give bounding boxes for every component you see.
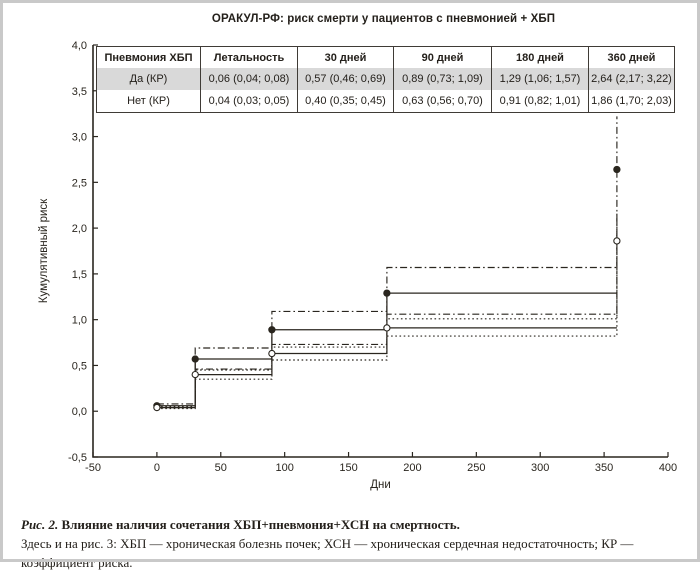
table-header-cell: 90 дней: [393, 46, 492, 68]
table-row: Нет (КР) 0,04 (0,03; 0,05) 0,40 (0,35; 0,4…: [96, 90, 675, 113]
x-tick-label: 50: [215, 462, 227, 474]
table-row: Да (КР) 0,06 (0,04; 0,08) 0,57 (0,46; 0,69…: [96, 68, 675, 90]
series-da-ci-upper-line: [156, 116, 618, 405]
table-row-label: Нет (КР): [96, 90, 201, 113]
caption-line-1: Рис. 2. Влияние наличия сочетания ХБП+пн…: [21, 515, 689, 534]
x-tick-label: 150: [339, 462, 357, 474]
x-tick-label: 200: [403, 462, 421, 474]
table-cell: 0,91 (0,82; 1,01): [491, 90, 589, 113]
caption-figure-label: Рис. 2.: [21, 517, 59, 532]
y-tick-label: 2,0: [72, 223, 87, 235]
caption-note: Здесь и на рис. 3: ХБП — хроническая бол…: [21, 536, 634, 570]
y-tick-label: 2,5: [72, 177, 87, 189]
figure-caption: Рис. 2. Влияние наличия сочетания ХБП+пн…: [21, 515, 689, 572]
caption-title: Влияние наличия сочетания ХБП+пневмония+…: [58, 517, 460, 532]
x-axis-label: Дни: [370, 479, 391, 491]
table-cell: 0,89 (0,73; 1,09): [393, 68, 492, 90]
series-net-marker: [383, 324, 391, 332]
y-tick-label: 3,5: [72, 86, 87, 98]
y-tick-label: 1,5: [72, 269, 87, 281]
table-cell: 0,63 (0,56; 0,70): [393, 90, 492, 113]
series-da-marker: [268, 326, 276, 334]
y-tick-label: -0,5: [68, 452, 87, 464]
table-header-cell: Летальность: [200, 46, 298, 68]
y-tick-label: 0,5: [72, 360, 87, 372]
y-tick-label: 0,0: [72, 406, 87, 418]
table-cell: 0,57 (0,46; 0,69): [297, 68, 394, 90]
x-tick-label: 400: [659, 462, 677, 474]
cumulative-risk-step-chart: -50 0 50 100 150 200 250 300 350 400 -0,5 0,0 0,5 1,0…: [38, 40, 677, 491]
x-tick-label: 350: [595, 462, 613, 474]
x-tick-label: 0: [154, 462, 160, 474]
table-cell: 0,40 (0,35; 0,45): [297, 90, 394, 113]
series-net-marker: [191, 370, 199, 379]
table-cell: 0,04 (0,03; 0,05): [200, 90, 298, 113]
y-tick-label: 4,0: [72, 40, 87, 52]
x-tick-label: -50: [85, 462, 101, 474]
series-net-marker: [153, 403, 161, 412]
table-header-cell: 360 дней: [588, 46, 675, 68]
risk-table: Пневмония ХБП Летальность 30 дней 90 дней 18…: [96, 46, 675, 113]
series-net-marker: [613, 237, 621, 245]
page-title: ОРАКУЛ-РФ: риск смерти у пациентов с пне…: [211, 13, 556, 25]
x-tick-label: 300: [531, 462, 549, 474]
y-axis-label: Кумулятивный риск: [38, 198, 50, 303]
table-header-cell: 180 дней: [491, 46, 589, 68]
series-da-marker: [383, 289, 391, 297]
table-cell: 1,86 (1,70; 2,03): [588, 90, 675, 113]
series-net-line: [156, 327, 617, 409]
y-tick-label: 1,0: [72, 315, 87, 327]
table-cell: 0,06 (0,04; 0,08): [200, 68, 298, 90]
table-row-label: Да (КР): [96, 68, 201, 90]
y-tick-label: 3,0: [72, 132, 87, 144]
table-cell: 2,64 (2,17; 3,22): [588, 68, 675, 90]
table-cell: 1,29 (1,06; 1,57): [491, 68, 589, 90]
series-da-marker: [613, 165, 621, 174]
series-net-marker: [268, 349, 276, 358]
x-tick-label: 100: [275, 462, 293, 474]
table-header-row: Пневмония ХБП Летальность 30 дней 90 дней 18…: [96, 46, 675, 68]
x-tick-label: 250: [467, 462, 485, 474]
table-header-cell: Пневмония ХБП: [96, 46, 201, 68]
series-da-marker: [191, 355, 199, 363]
table-header-cell: 30 дней: [297, 46, 394, 68]
